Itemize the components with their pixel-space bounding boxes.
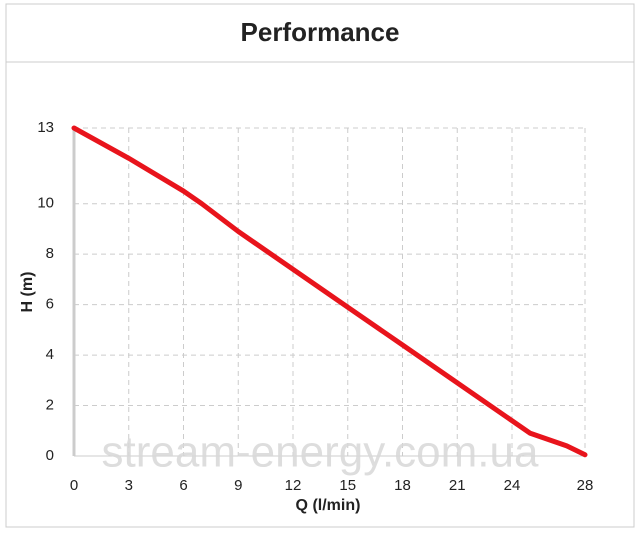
x-tick-label: 28 <box>577 477 594 494</box>
watermark: stream-energy.com.ua <box>102 428 539 477</box>
x-tick-label: 3 <box>125 477 133 494</box>
y-tick-label: 6 <box>46 296 54 313</box>
y-axis-label: H (m) <box>19 272 36 313</box>
x-axis-label: Q (l/min) <box>296 497 361 514</box>
frame <box>5 3 635 528</box>
y-tick-label: 8 <box>46 245 54 262</box>
x-tick-label: 21 <box>449 477 466 494</box>
y-tick-label: 2 <box>46 397 54 414</box>
x-tick-label: 24 <box>504 477 521 494</box>
line-series <box>71 125 588 458</box>
y-tick-label: 10 <box>37 195 54 212</box>
y-tick-label: 13 <box>37 119 54 136</box>
x-tick-label: 0 <box>70 477 78 494</box>
y-tick-label: 0 <box>46 447 54 464</box>
chart-title: Performance <box>241 17 400 47</box>
x-tick-label: 15 <box>339 477 356 494</box>
y-tick-label: 4 <box>46 346 54 363</box>
x-tick-label: 9 <box>234 477 242 494</box>
x-tick-label: 12 <box>285 477 302 494</box>
x-tick-label: 18 <box>394 477 411 494</box>
x-tick-label: 6 <box>179 477 187 494</box>
